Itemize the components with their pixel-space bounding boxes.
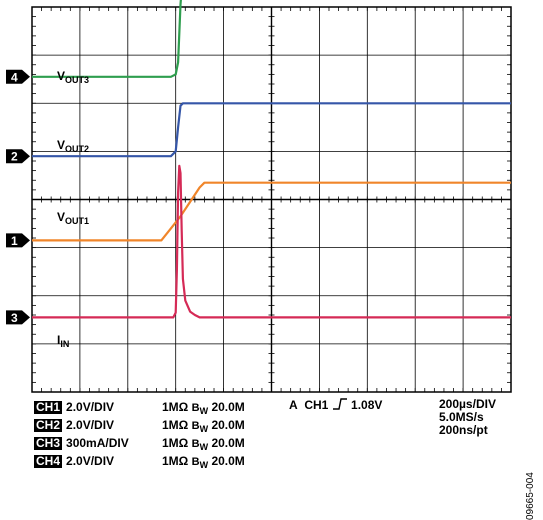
trigger-setting: A CH1 1.08V xyxy=(289,398,382,412)
marker-number: 2 xyxy=(11,150,18,164)
time-resolution: 200ns/pt xyxy=(439,423,488,437)
rising-edge-icon xyxy=(332,398,347,410)
bw-w: W xyxy=(199,424,209,434)
channel-setting-row: CH3 300mA/DIV 1MΩ BW 20.0M xyxy=(34,434,245,452)
timebase-setting: 200µs/DIV 5.0MS/s 200ns/pt xyxy=(439,398,496,437)
vout2-label: VOUT2 xyxy=(57,138,89,154)
coupling: 1MΩ xyxy=(162,436,189,450)
bw-w: W xyxy=(199,442,209,452)
sample-rate: 5.0MS/s xyxy=(439,410,484,424)
vout1-label: VOUT1 xyxy=(57,210,89,226)
marker-arrow xyxy=(6,149,30,164)
channel-marker-4: 4 xyxy=(6,69,30,84)
channel-scale: 2.0V/DIV xyxy=(66,454,115,468)
bw-b: B xyxy=(191,420,200,432)
trace-layer xyxy=(32,0,511,319)
time-per-div: 200µs/DIV xyxy=(439,397,496,411)
trace-iin xyxy=(32,164,511,319)
trigger-level: 1.08V xyxy=(351,398,383,412)
channel-tag: CH2 xyxy=(34,418,63,432)
channel-tag: CH1 xyxy=(34,400,63,414)
channel-setting-row: CH1 2.0V/DIV 1MΩ BW 20.0M xyxy=(34,398,245,416)
channel-setting-row: CH4 2.0V/DIV 1MΩ BW 20.0M xyxy=(34,452,245,470)
marker-arrow xyxy=(6,69,30,84)
channel-tag: CH3 xyxy=(34,436,63,450)
channel-bandwidth: 1MΩ BW 20.0M xyxy=(162,434,245,453)
coupling: 1MΩ xyxy=(162,454,189,468)
trace-vout1 xyxy=(32,181,511,242)
trace-vout2 xyxy=(32,102,511,158)
trigger-mode: A xyxy=(289,398,298,412)
bw-value: 20.0M xyxy=(211,454,245,468)
channel-setting-row: CH2 2.0V/DIV 1MΩ BW 20.0M xyxy=(34,416,245,434)
bw-value: 20.0M xyxy=(211,436,245,450)
channel-scale: 2.0V/DIV xyxy=(66,418,115,432)
marker-number: 4 xyxy=(11,70,18,84)
marker-arrow xyxy=(6,233,30,248)
vout3-label: VOUT3 xyxy=(57,69,89,85)
bw-b: B xyxy=(191,402,200,414)
bw-value: 20.0M xyxy=(211,400,245,414)
channel-bandwidth: 1MΩ BW 20.0M xyxy=(162,398,245,417)
channel-tag: CH4 xyxy=(34,454,63,468)
iin-label: IIN xyxy=(57,333,69,349)
bw-w: W xyxy=(199,406,209,416)
trigger-source: CH1 xyxy=(304,398,329,412)
channel-scale: 300mA/DIV xyxy=(66,436,129,450)
channel-marker-2: 2 xyxy=(6,149,30,164)
channel-marker-3: 3 xyxy=(6,310,30,325)
channel-markers: 4 2 1 3 xyxy=(6,69,30,325)
bw-w: W xyxy=(199,460,209,470)
marker-number: 1 xyxy=(11,234,18,248)
bw-value: 20.0M xyxy=(211,418,245,432)
coupling: 1MΩ xyxy=(162,418,189,432)
channel-marker-1: 1 xyxy=(6,233,30,248)
oscilloscope-plot: 4 2 1 3 VOUT3 VOUT2 VOUT1 IIN xyxy=(6,0,512,393)
trace-vout3 xyxy=(32,0,182,78)
channel-scale: 2.0V/DIV xyxy=(66,400,115,414)
marker-arrow xyxy=(6,310,30,325)
figure-id: 09665-004 xyxy=(525,472,536,520)
coupling: 1MΩ xyxy=(162,400,189,414)
graticule xyxy=(31,6,512,393)
bw-b: B xyxy=(191,438,200,450)
channel-bandwidth: 1MΩ BW 20.0M xyxy=(162,416,245,435)
bw-b: B xyxy=(191,456,200,468)
marker-number: 3 xyxy=(11,311,18,325)
channel-bandwidth: 1MΩ BW 20.0M xyxy=(162,452,245,471)
